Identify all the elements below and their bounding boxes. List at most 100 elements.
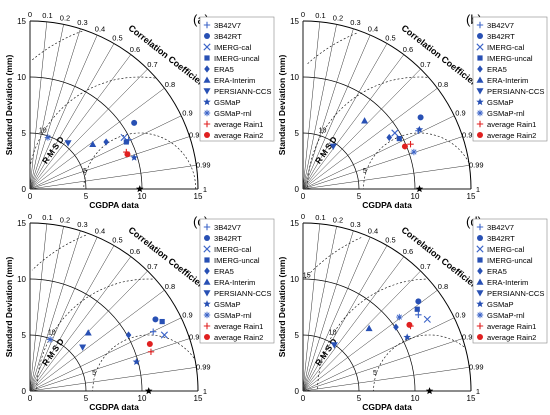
data-point: [415, 298, 422, 305]
legend-box: [472, 218, 548, 344]
corr-line: [29, 34, 98, 190]
legend-label: IMERG-uncal: [214, 54, 260, 63]
sd-tick-label: 5: [295, 129, 300, 138]
corr-line: [302, 21, 321, 190]
corr-line: [29, 338, 190, 392]
sd-tick-label: 10: [290, 275, 299, 284]
legend-label: ERA5: [214, 267, 234, 276]
legend-label: GSMaP: [487, 98, 514, 107]
x-axis-label: CGDPA data: [362, 402, 412, 412]
legend-marker: [204, 235, 210, 241]
legend-marker: [203, 88, 211, 95]
legend-label: PERSIANN-CCS: [214, 289, 271, 298]
legend-label: 3B42RT: [487, 32, 515, 41]
y-axis-label: Standard Deviation (mm): [277, 55, 287, 156]
sd-tick-label: 10: [17, 275, 26, 284]
corr-tick-label: 0.9: [182, 109, 192, 118]
corr-line: [302, 136, 463, 190]
rmsd-arc: [29, 76, 156, 166]
legend-marker: [476, 98, 484, 106]
legend-label: PERSIANN-CCS: [487, 289, 544, 298]
corr-line: [302, 34, 371, 190]
sd-tick-label: 0: [28, 192, 33, 201]
x-axis-label: CGDPA data: [89, 200, 139, 210]
sd-arc: [29, 76, 143, 190]
corr-line: [302, 367, 470, 392]
rmsd-tick-label: 5: [363, 168, 367, 175]
legend-label: IMERG-cal: [487, 43, 524, 52]
x-axis-label: CGDPA data: [89, 402, 139, 412]
sd-tick-label: 0: [295, 387, 300, 396]
corr-tick-label: 0.5: [385, 235, 395, 244]
corr-tick-label: 0.6: [403, 45, 413, 54]
sd-tick-label: 5: [22, 331, 27, 340]
rmsd-tick-label: 5: [373, 370, 377, 377]
legend-marker: [476, 245, 484, 253]
sd-tick-label: 15: [467, 192, 476, 201]
sd-tick-label: 10: [17, 73, 26, 82]
corr-line: [302, 115, 455, 190]
corr-line: [302, 226, 337, 392]
corr-line: [29, 367, 197, 392]
corr-line: [302, 68, 421, 190]
corr-tick-label: 0.2: [60, 216, 70, 225]
corr-tick-label: 0.2: [333, 216, 343, 225]
legend-marker: [476, 21, 484, 29]
corr-tick-label: 0.7: [420, 262, 430, 271]
rmsd-tick-label: 5: [92, 370, 96, 377]
legend-label: GSMaP-rnl: [214, 311, 252, 320]
legend-marker: [203, 290, 211, 297]
corr-tick-label: 0.2: [333, 14, 343, 23]
corr-tick-label: 0.99: [196, 362, 211, 371]
sd-arc: [302, 334, 360, 392]
corr-tick-label: 1: [476, 387, 480, 396]
legend-marker: [204, 257, 210, 263]
y-axis-label: Standard Deviation (mm): [277, 257, 287, 358]
data-point: [393, 323, 399, 331]
corr-tick-label: 0.9: [455, 311, 465, 320]
data-point: [403, 333, 411, 341]
sd-arc: [29, 20, 199, 190]
sd-tick-label: 5: [84, 394, 89, 403]
legend-label: 3B42V7: [214, 223, 241, 232]
corr-tick-label: 0.3: [77, 220, 87, 229]
sd-tick-label: 10: [411, 192, 420, 201]
corr-line: [29, 230, 81, 392]
corr-tick-label: 0.4: [95, 25, 105, 34]
sd-tick-label: 0: [22, 185, 27, 194]
data-point: [44, 134, 52, 141]
corr-line: [302, 256, 404, 392]
corr-line: [29, 54, 132, 190]
corr-tick-label: 0.4: [368, 227, 378, 236]
corr-tick-label: 0.1: [315, 11, 325, 20]
data-point: [150, 328, 157, 335]
y-axis-label: Standard Deviation (mm): [4, 257, 14, 358]
data-point: [147, 348, 155, 355]
legend-label: 3B42V7: [487, 223, 514, 232]
corr-tick-label: 0.5: [112, 235, 122, 244]
sd-arc: [302, 76, 416, 190]
legend-marker: [477, 132, 483, 138]
sd-arc: [302, 278, 416, 392]
corr-tick-label: 0.4: [95, 227, 105, 236]
data-point: [79, 344, 87, 351]
rmsd-tick-label: 10: [48, 330, 56, 337]
legend-marker: [204, 132, 210, 138]
rmsd-tick-label: 15: [303, 272, 311, 279]
corr-tick-label: 0.95: [189, 332, 204, 341]
data-point: [89, 140, 97, 147]
corr-line: [302, 223, 321, 392]
reference-point: [136, 185, 144, 193]
data-point: [124, 151, 131, 158]
legend-marker: [204, 33, 210, 39]
data-point: [386, 133, 393, 142]
corr-tick-label: 0.3: [350, 220, 360, 229]
corr-line: [29, 115, 182, 190]
rmsd-tick-label: 5: [83, 168, 87, 175]
corr-line: [302, 28, 354, 190]
rmsd-arc: [307, 76, 428, 189]
corr-tick-label: 0.8: [165, 282, 175, 291]
legend-marker: [203, 109, 211, 117]
corr-tick-label: 0.4: [368, 25, 378, 34]
